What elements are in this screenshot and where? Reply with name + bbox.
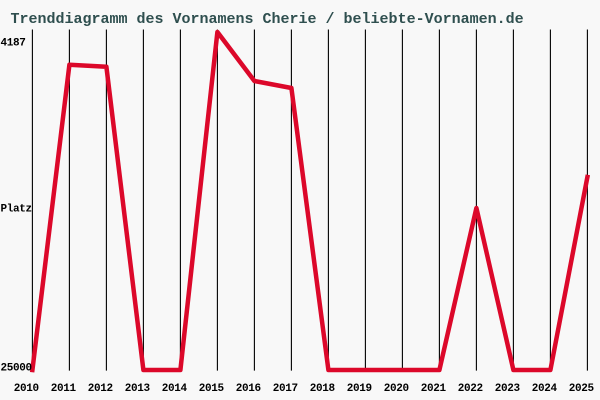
svg-text:2019: 2019 [347, 383, 372, 395]
svg-text:2010: 2010 [14, 383, 39, 395]
svg-text:2016: 2016 [236, 383, 261, 395]
svg-text:2013: 2013 [125, 383, 151, 395]
svg-text:2024: 2024 [532, 383, 558, 395]
svg-text:Platz: Platz [1, 204, 32, 216]
svg-text:2014: 2014 [162, 383, 188, 395]
svg-text:2023: 2023 [495, 383, 521, 395]
svg-text:2015: 2015 [199, 383, 225, 395]
svg-text:2011: 2011 [51, 383, 77, 395]
svg-text:25000: 25000 [1, 363, 32, 375]
svg-text:2012: 2012 [88, 383, 113, 395]
svg-text:2017: 2017 [273, 383, 298, 395]
svg-text:Trenddiagramm des Vornamens Ch: Trenddiagramm des Vornamens Cherie / bel… [11, 11, 524, 28]
svg-text:2025: 2025 [569, 383, 595, 395]
svg-text:2021: 2021 [421, 383, 447, 395]
svg-text:2022: 2022 [458, 383, 483, 395]
svg-text:2018: 2018 [310, 383, 336, 395]
svg-text:4187: 4187 [1, 38, 26, 50]
svg-text:2020: 2020 [384, 383, 409, 395]
